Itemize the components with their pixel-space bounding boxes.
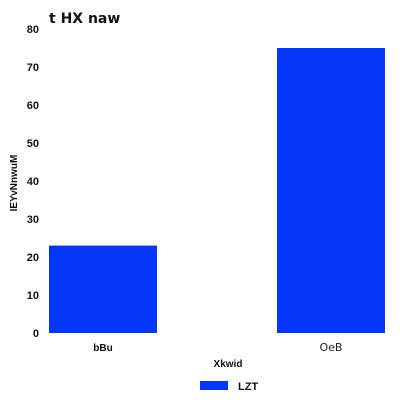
y-tick-label: 40 xyxy=(27,176,39,188)
x-axis-label: Xkwid xyxy=(214,359,243,370)
y-tick-label: 50 xyxy=(27,138,39,150)
bars-group xyxy=(49,48,385,333)
legend-label-lzt: LZT xyxy=(238,381,258,393)
y-tick-label: 70 xyxy=(27,62,39,74)
legend-swatch-lzt xyxy=(200,381,228,390)
chart-title: t HX naw xyxy=(49,11,120,27)
y-axis-ticks: 0 10 20 30 40 50 60 70 80 xyxy=(27,24,39,340)
y-tick-label: 10 xyxy=(27,290,39,302)
y-tick-label: 60 xyxy=(27,100,39,112)
legend: LZT xyxy=(200,381,258,393)
x-tick-label: bBu xyxy=(93,343,112,354)
bar-OeB xyxy=(277,48,385,333)
y-tick-label: 0 xyxy=(33,328,39,340)
x-axis-ticks: bBu OeB xyxy=(93,341,342,354)
y-tick-label: 30 xyxy=(27,214,39,226)
y-tick-label: 20 xyxy=(27,252,39,264)
y-tick-label: 80 xyxy=(27,24,39,36)
bar-bBu xyxy=(49,245,157,333)
x-tick-label: OeB xyxy=(320,341,343,354)
y-axis-label: IEYvNnwuM xyxy=(9,155,20,212)
